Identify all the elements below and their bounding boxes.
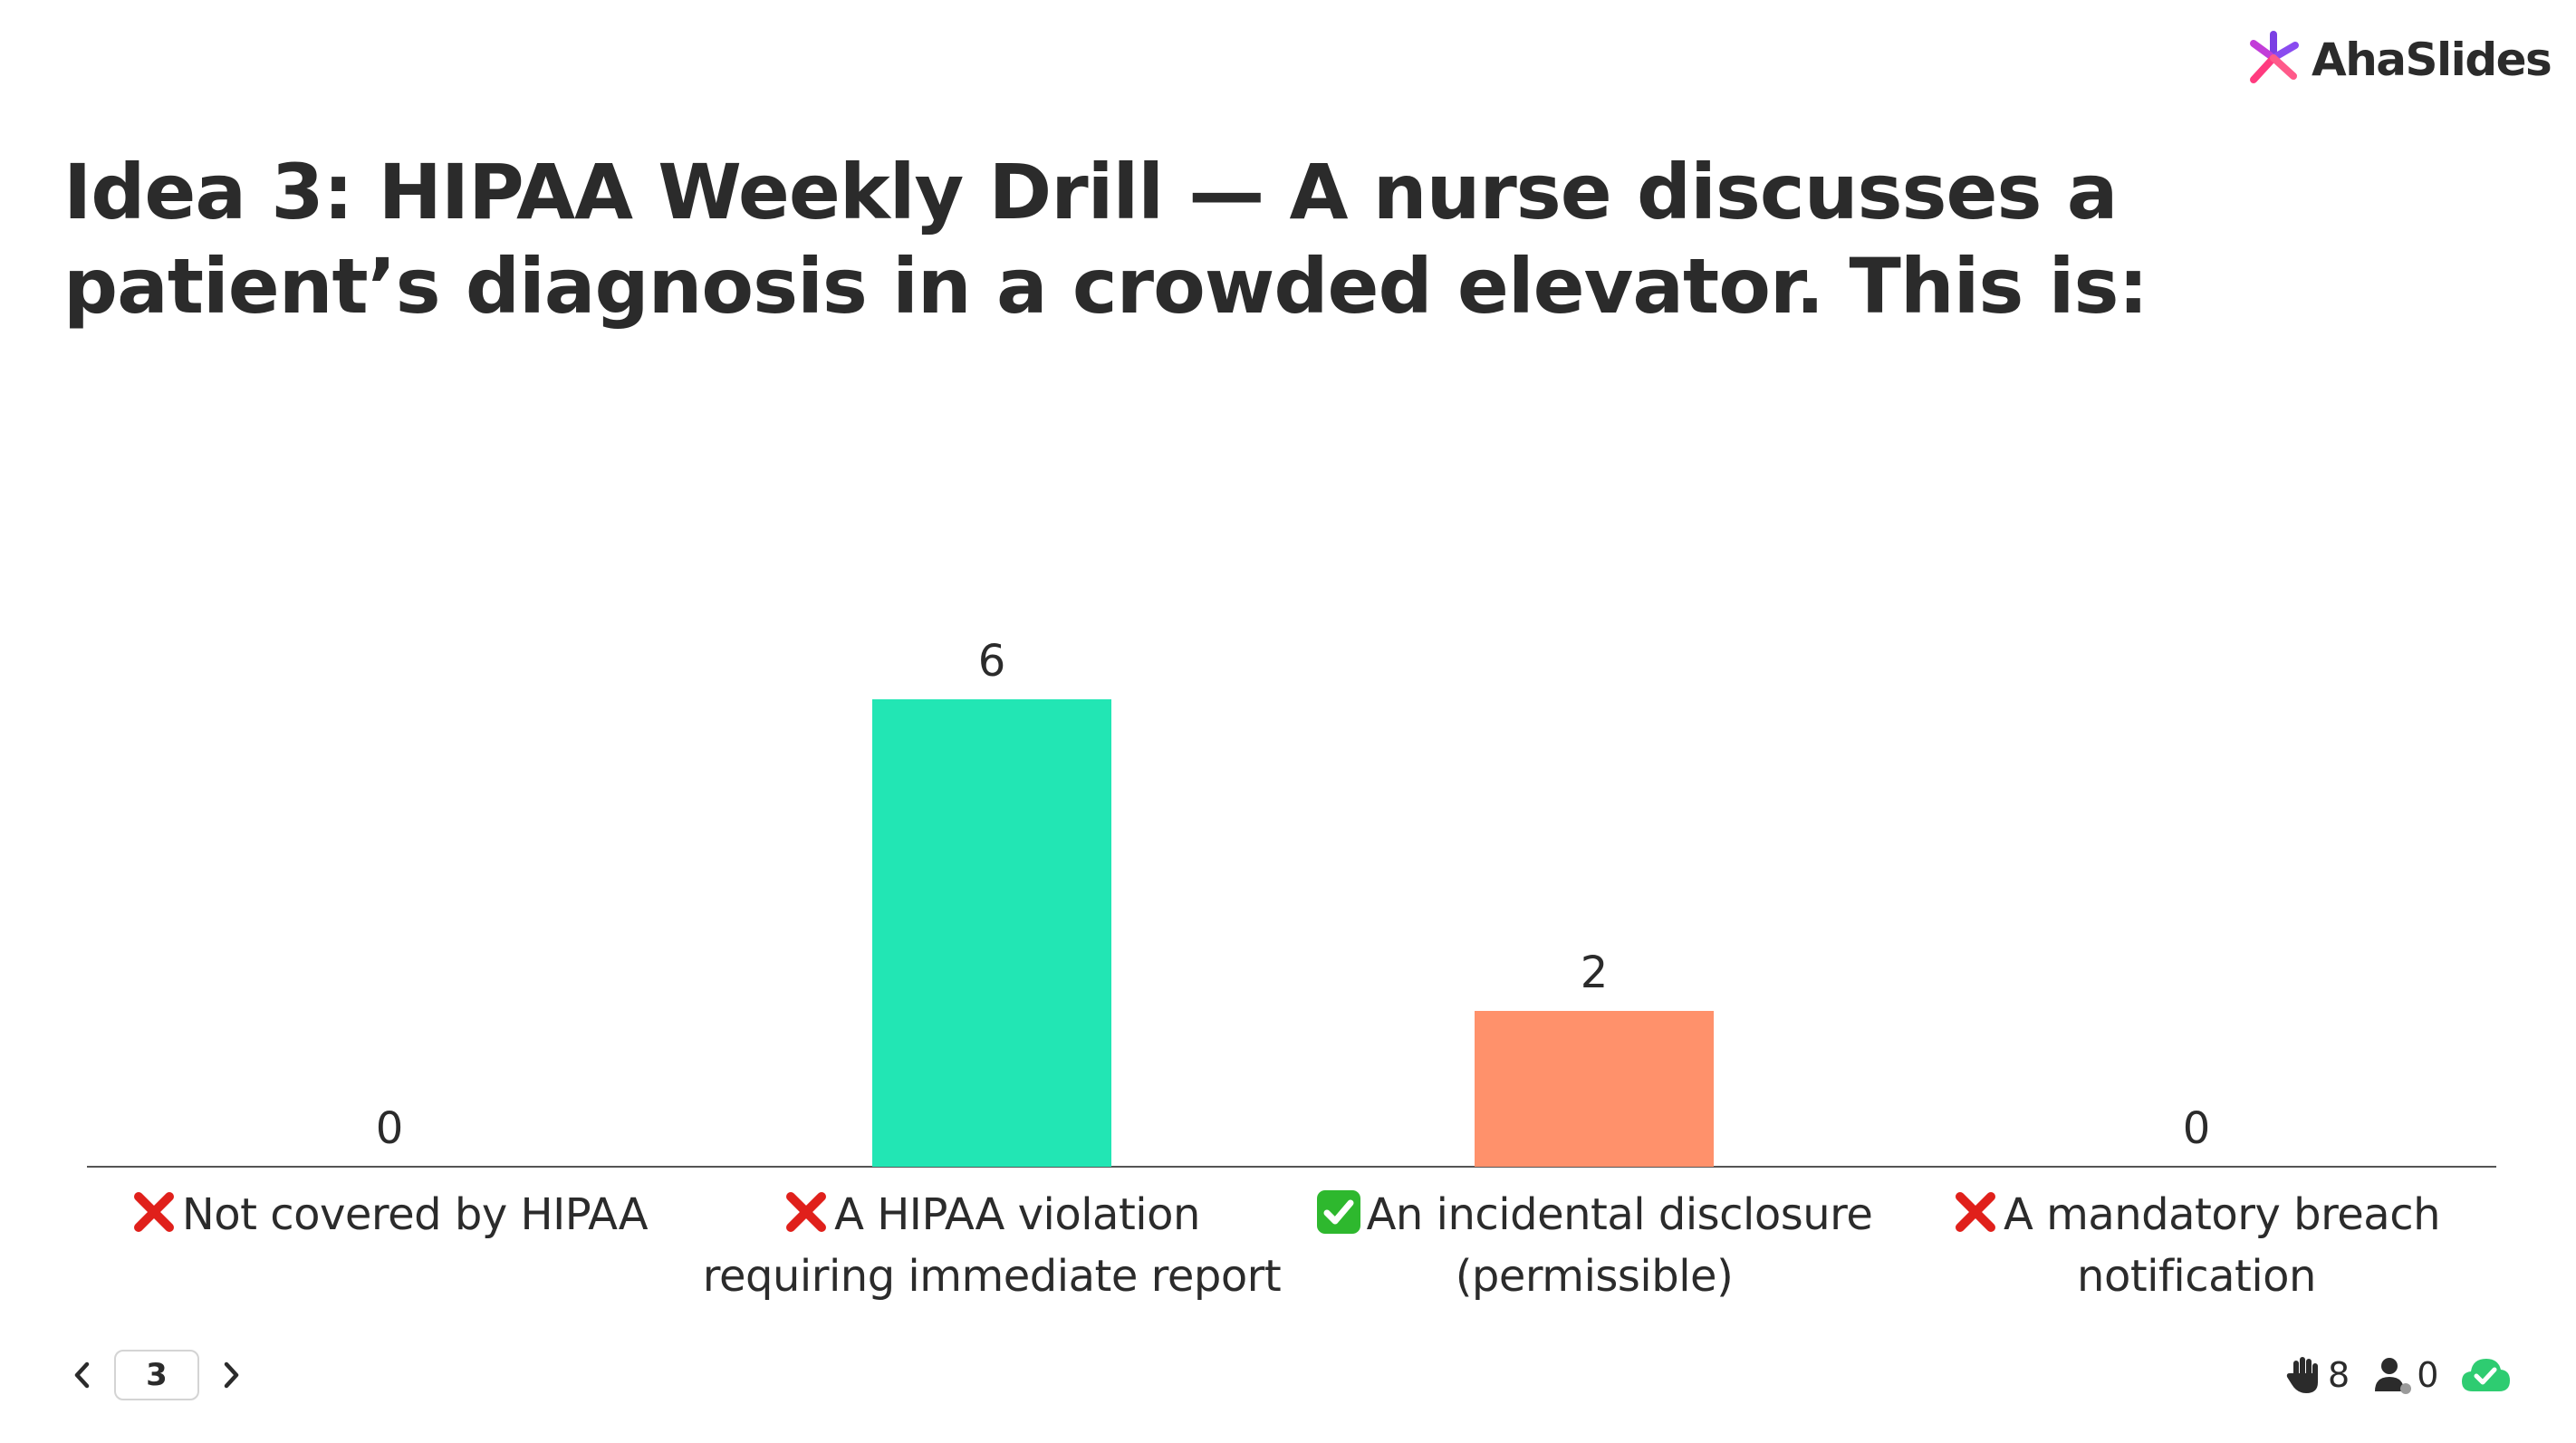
bar-value-label-4: 0 xyxy=(2183,1103,2211,1154)
bar-value-label-1: 0 xyxy=(376,1103,404,1154)
option-label-incidental-disclosure: An incidental disclosure (permissible) xyxy=(1295,1187,1893,1304)
option-text-line1: A HIPAA violation xyxy=(834,1189,1200,1240)
bar-option-2 xyxy=(872,699,1111,1167)
option-text-line2: requiring immediate report xyxy=(702,1251,1282,1302)
audience-stats: 8 0 xyxy=(2286,1350,2511,1400)
sync-status xyxy=(2460,1355,2511,1395)
slide-title: Idea 3: HIPAA Weekly Drill — A nurse dis… xyxy=(63,148,2148,331)
option-label-hipaa-violation: A HIPAA violation requiring immediate re… xyxy=(693,1187,1291,1304)
bar-value-label-3: 2 xyxy=(1581,948,1609,998)
chevron-left-icon xyxy=(74,1361,90,1389)
bar-option-3 xyxy=(1475,1011,1714,1167)
option-label-not-covered: Not covered by HIPAA xyxy=(91,1187,688,1248)
user-icon xyxy=(2375,1358,2412,1394)
option-text-line1: An incidental disclosure xyxy=(1366,1189,1873,1240)
slide-navigation: 3 xyxy=(63,1346,250,1404)
option-text-line2: notification xyxy=(2077,1251,2316,1302)
option-text: Not covered by HIPAA xyxy=(181,1189,649,1240)
raised-hand-icon xyxy=(2286,1357,2318,1393)
brand-logo: AhaSlides xyxy=(2241,24,2552,96)
option-text-line2: (permissible) xyxy=(1455,1251,1734,1302)
slide-number-box[interactable]: 3 xyxy=(114,1350,199,1400)
next-slide-button[interactable] xyxy=(212,1348,250,1402)
option-label-breach-notification: A mandatory breach notification xyxy=(1898,1187,2495,1304)
raised-hands-counter[interactable]: 8 xyxy=(2286,1355,2350,1395)
audience-counter[interactable]: 0 xyxy=(2373,1355,2438,1395)
audience-count: 0 xyxy=(2417,1355,2439,1395)
bar-value-label-2: 6 xyxy=(978,636,1006,687)
cross-mark-icon xyxy=(1953,1189,1998,1248)
cloud-check-icon xyxy=(2462,1359,2511,1391)
brand-name: AhaSlides xyxy=(2312,34,2552,86)
cross-mark-icon xyxy=(131,1189,177,1248)
cross-mark-icon xyxy=(783,1189,829,1248)
option-text-line1: A mandatory breach xyxy=(2003,1189,2441,1240)
ahaslides-logo-icon xyxy=(2250,31,2299,83)
raised-hands-count: 8 xyxy=(2328,1355,2350,1395)
chevron-right-icon xyxy=(224,1361,239,1389)
check-mark-icon xyxy=(1316,1189,1361,1248)
previous-slide-button[interactable] xyxy=(63,1348,101,1402)
